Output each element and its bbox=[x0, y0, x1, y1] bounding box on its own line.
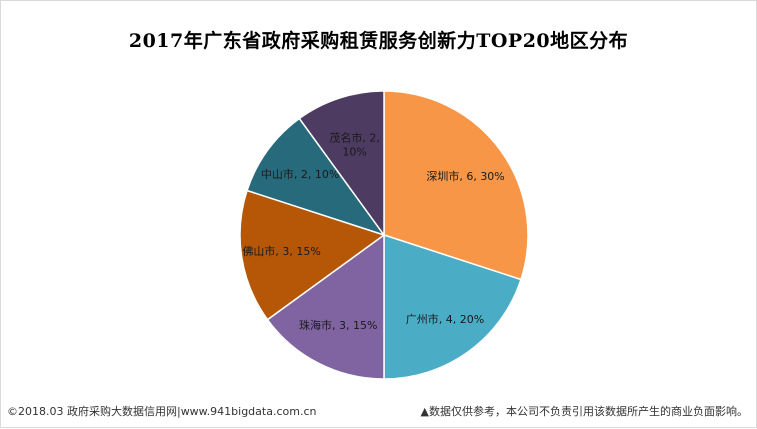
slice-label-5: 中山市, 2, 10% bbox=[261, 167, 339, 181]
pie-slice-5 bbox=[246, 117, 386, 237]
pie-slice-2 bbox=[383, 233, 522, 380]
chart-title: 2017年广东省政府采购租赁服务创新力TOP20地区分布 bbox=[128, 30, 629, 52]
slice-label-2: 广州市, 4, 20% bbox=[406, 312, 484, 326]
pie-slice-3 bbox=[266, 233, 385, 380]
slice-label-6: 茂名市, 2, 10% bbox=[329, 131, 380, 159]
pie-slice-4 bbox=[239, 189, 386, 321]
pie-slice-1 bbox=[383, 90, 529, 281]
copyright-footer: ©2018.03 政府采购大数据信用网|www.941bigdata.com.c… bbox=[7, 405, 317, 418]
slice-label-3: 珠海市, 3, 15% bbox=[299, 318, 377, 332]
disclaimer-footer: ▲数据仅供参考，本公司不负责引用该数据所产生的商业负面影响。 bbox=[420, 405, 748, 418]
pie-slice-6 bbox=[298, 90, 385, 238]
slice-label-1: 深圳市, 6, 30% bbox=[426, 169, 504, 183]
slice-label-4: 佛山市, 3, 15% bbox=[242, 244, 320, 258]
